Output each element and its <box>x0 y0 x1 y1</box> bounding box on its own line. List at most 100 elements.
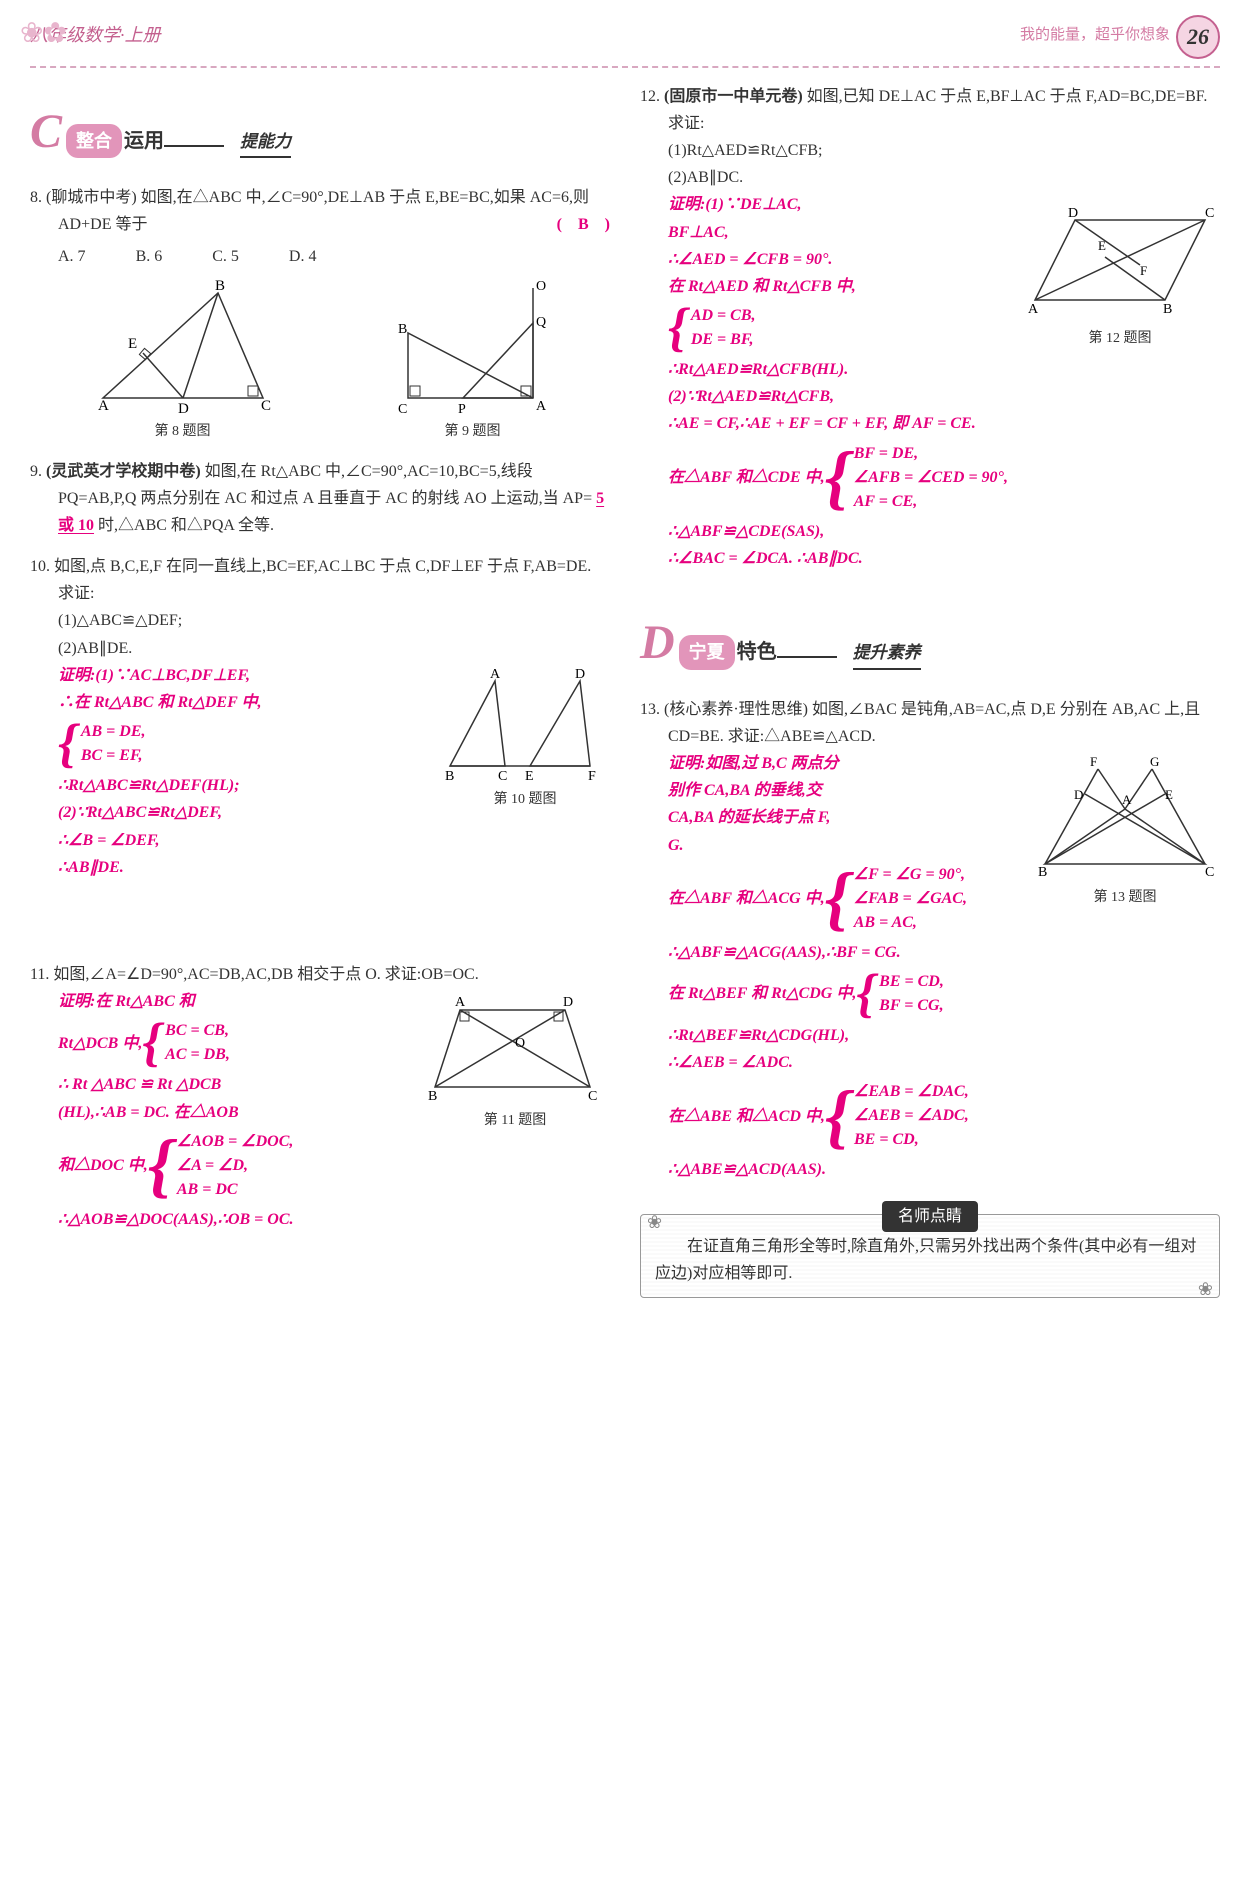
brace-pre: 在 Rt△BEF 和 Rt△CDG 中, <box>668 980 856 1007</box>
brace-icon: { <box>825 1086 850 1147</box>
q-text: 时,△ABC 和△PQA 全等. <box>98 517 274 534</box>
section-subtitle: 提升素养 <box>853 639 921 670</box>
question-13: 13. (核心素养·理性思维) 如图,∠BAC 是钝角,AB=AC,点 D,E … <box>640 696 1220 1184</box>
brace-line: BF = DE, <box>854 442 1008 466</box>
svg-text:F: F <box>588 769 596 784</box>
svg-text:F: F <box>1140 263 1147 278</box>
q-num: 11. <box>30 966 49 983</box>
teacher-tip-box: ❀ ❀ 名师点睛 在证直角三角形全等时,除直角外,只需另外找出两个条件(其中必有… <box>640 1214 1220 1298</box>
q-num: 8. <box>30 189 42 206</box>
brace-line: AB = AC, <box>854 911 967 935</box>
proof-line: ∴△ABF≌△ACG(AAS),∴BF = CG. <box>668 939 1220 966</box>
deco-icon: ❀ <box>1198 1274 1213 1305</box>
right-column: 12. (固原市一中单元卷) 如图,已知 DE⊥AC 于点 E,BF⊥AC 于点… <box>640 83 1220 1298</box>
svg-text:A: A <box>536 399 547 414</box>
svg-text:D: D <box>1068 206 1078 221</box>
q-num: 9. <box>30 463 42 480</box>
q13-figure: A B C D E F G 第 13 题图 <box>1030 754 1220 910</box>
proof-line: ∴AE = CF,∴AE + EF = CF + EF, 即 AF = CE. <box>668 410 1220 437</box>
svg-text:B: B <box>1038 865 1047 880</box>
brace-icon: { <box>825 447 850 508</box>
brace-icon: { <box>668 305 687 351</box>
brace-line: AF = CE, <box>854 490 1008 514</box>
svg-text:G: G <box>1150 754 1159 769</box>
svg-text:A: A <box>490 667 501 682</box>
brace-icon: { <box>825 868 850 929</box>
section-title: 特色 <box>737 635 777 669</box>
svg-text:A: A <box>98 398 109 414</box>
brace-icon: { <box>142 1020 161 1066</box>
brace-line: ∠AEB = ∠ADC, <box>854 1104 969 1128</box>
q8-figure: A C D B E 第 8 题图 <box>83 278 283 444</box>
q8-answer: ( B ) <box>557 211 610 238</box>
tip-title: 名师点睛 <box>882 1201 978 1232</box>
brace-icon: { <box>856 971 875 1017</box>
opt-a: A. 7 <box>58 243 86 270</box>
svg-text:A: A <box>1028 302 1039 317</box>
page-number: 26 <box>1176 15 1220 59</box>
q9-figure: O Q A P C B 第 9 题图 <box>388 278 558 444</box>
question-9: 9. (灵武英才学校期中卷) 如图,在 Rt△ABC 中,∠C=90°,AC=1… <box>30 458 610 540</box>
brace-pre: 在△ABF 和△CDE 中, <box>668 464 825 491</box>
svg-text:O: O <box>515 1036 525 1051</box>
brace-icon: { <box>148 1135 173 1196</box>
opt-c: C. 5 <box>212 243 239 270</box>
fig-caption: 第 10 题图 <box>440 788 610 812</box>
svg-text:O: O <box>536 279 546 294</box>
header-decoration: ❀✿ <box>20 10 67 58</box>
q-text: 如图,在△ABC 中,∠C=90°,DE⊥AB 于点 E,BE=BC,如果 AC… <box>58 189 589 233</box>
section-letter: C <box>30 91 62 173</box>
question-11: 11. 如图,∠A=∠D=90°,AC=DB,AC,DB 相交于点 O. 求证:… <box>30 961 610 1233</box>
deco-icon: ❀ <box>647 1207 662 1238</box>
section-d-header: D 宁夏 特色 提升素养 <box>640 602 1220 684</box>
proof-line: ∴AB∥DE. <box>58 854 610 881</box>
q-source: (聊城市中考) <box>46 189 137 206</box>
svg-text:B: B <box>1163 302 1172 317</box>
q11-figure: A D B C O 第 11 题图 <box>420 992 610 1133</box>
proof-line: (2)∵Rt△AED≌Rt△CFB, <box>668 383 1220 410</box>
fig-caption: 第 11 题图 <box>420 1109 610 1133</box>
q8-options: A. 7 B. 6 C. 5 D. 4 <box>30 243 610 270</box>
q-source: (固原市一中单元卷) <box>664 88 803 105</box>
brace-line: AB = DC <box>177 1178 293 1202</box>
q10-sub2: (2)AB∥DE. <box>58 635 610 662</box>
question-10: 10. 如图,点 B,C,E,F 在同一直线上,BC=EF,AC⊥BC 于点 C… <box>30 553 610 881</box>
svg-text:B: B <box>445 769 454 784</box>
svg-text:B: B <box>428 1089 437 1104</box>
brace-icon: { <box>58 721 77 767</box>
svg-text:E: E <box>128 336 137 352</box>
brace-pre: Rt△DCB 中, <box>58 1030 142 1057</box>
proof-line: ∴△AOB≌△DOC(AAS),∴OB = OC. <box>58 1206 610 1233</box>
svg-text:Q: Q <box>536 315 546 330</box>
svg-text:A: A <box>455 995 466 1010</box>
proof-line: ∴Rt△AED≌Rt△CFB(HL). <box>668 356 1220 383</box>
q12-sub1: (1)Rt△AED≌Rt△CFB; <box>668 137 1220 164</box>
svg-text:E: E <box>1098 238 1106 253</box>
brace-pre: 在△ABE 和△ACD 中, <box>668 1103 825 1130</box>
proof-line: ∴Rt△BEF≌Rt△CDG(HL), <box>668 1022 1220 1049</box>
section-pill: 整合 <box>66 124 122 159</box>
q-source: (灵武英才学校期中卷) <box>46 463 201 480</box>
q-num: 10. <box>30 558 50 575</box>
brace-line: AB = DE, <box>81 720 146 744</box>
section-title: 运用 <box>124 124 164 158</box>
section-subtitle: 提能力 <box>240 128 291 159</box>
question-12: 12. (固原市一中单元卷) 如图,已知 DE⊥AC 于点 E,BF⊥AC 于点… <box>640 83 1220 572</box>
q12-sub2: (2)AB∥DC. <box>668 164 1220 191</box>
q10-figure: A D B C E F 第 10 题图 <box>440 666 610 812</box>
svg-text:F: F <box>1090 754 1097 769</box>
question-8: 8. (聊城市中考) 如图,在△ABC 中,∠C=90°,DE⊥AB 于点 E,… <box>30 184 610 443</box>
brace-line: ∠EAB = ∠DAC, <box>854 1080 969 1104</box>
svg-text:C: C <box>588 1089 597 1104</box>
svg-text:D: D <box>1074 787 1083 802</box>
fig-caption: 第 12 题图 <box>1020 327 1220 351</box>
svg-text:E: E <box>525 769 534 784</box>
fig-caption: 第 8 题图 <box>83 420 283 444</box>
brace-line: BC = EF, <box>81 744 146 768</box>
svg-text:B: B <box>215 278 225 294</box>
q12-figure: A B C D E F 第 12 题图 <box>1020 195 1220 351</box>
svg-text:D: D <box>178 401 189 417</box>
svg-text:C: C <box>261 398 271 414</box>
proof-line: ∴∠BAC = ∠DCA. ∴AB∥DC. <box>668 545 1220 572</box>
opt-b: B. 6 <box>136 243 163 270</box>
